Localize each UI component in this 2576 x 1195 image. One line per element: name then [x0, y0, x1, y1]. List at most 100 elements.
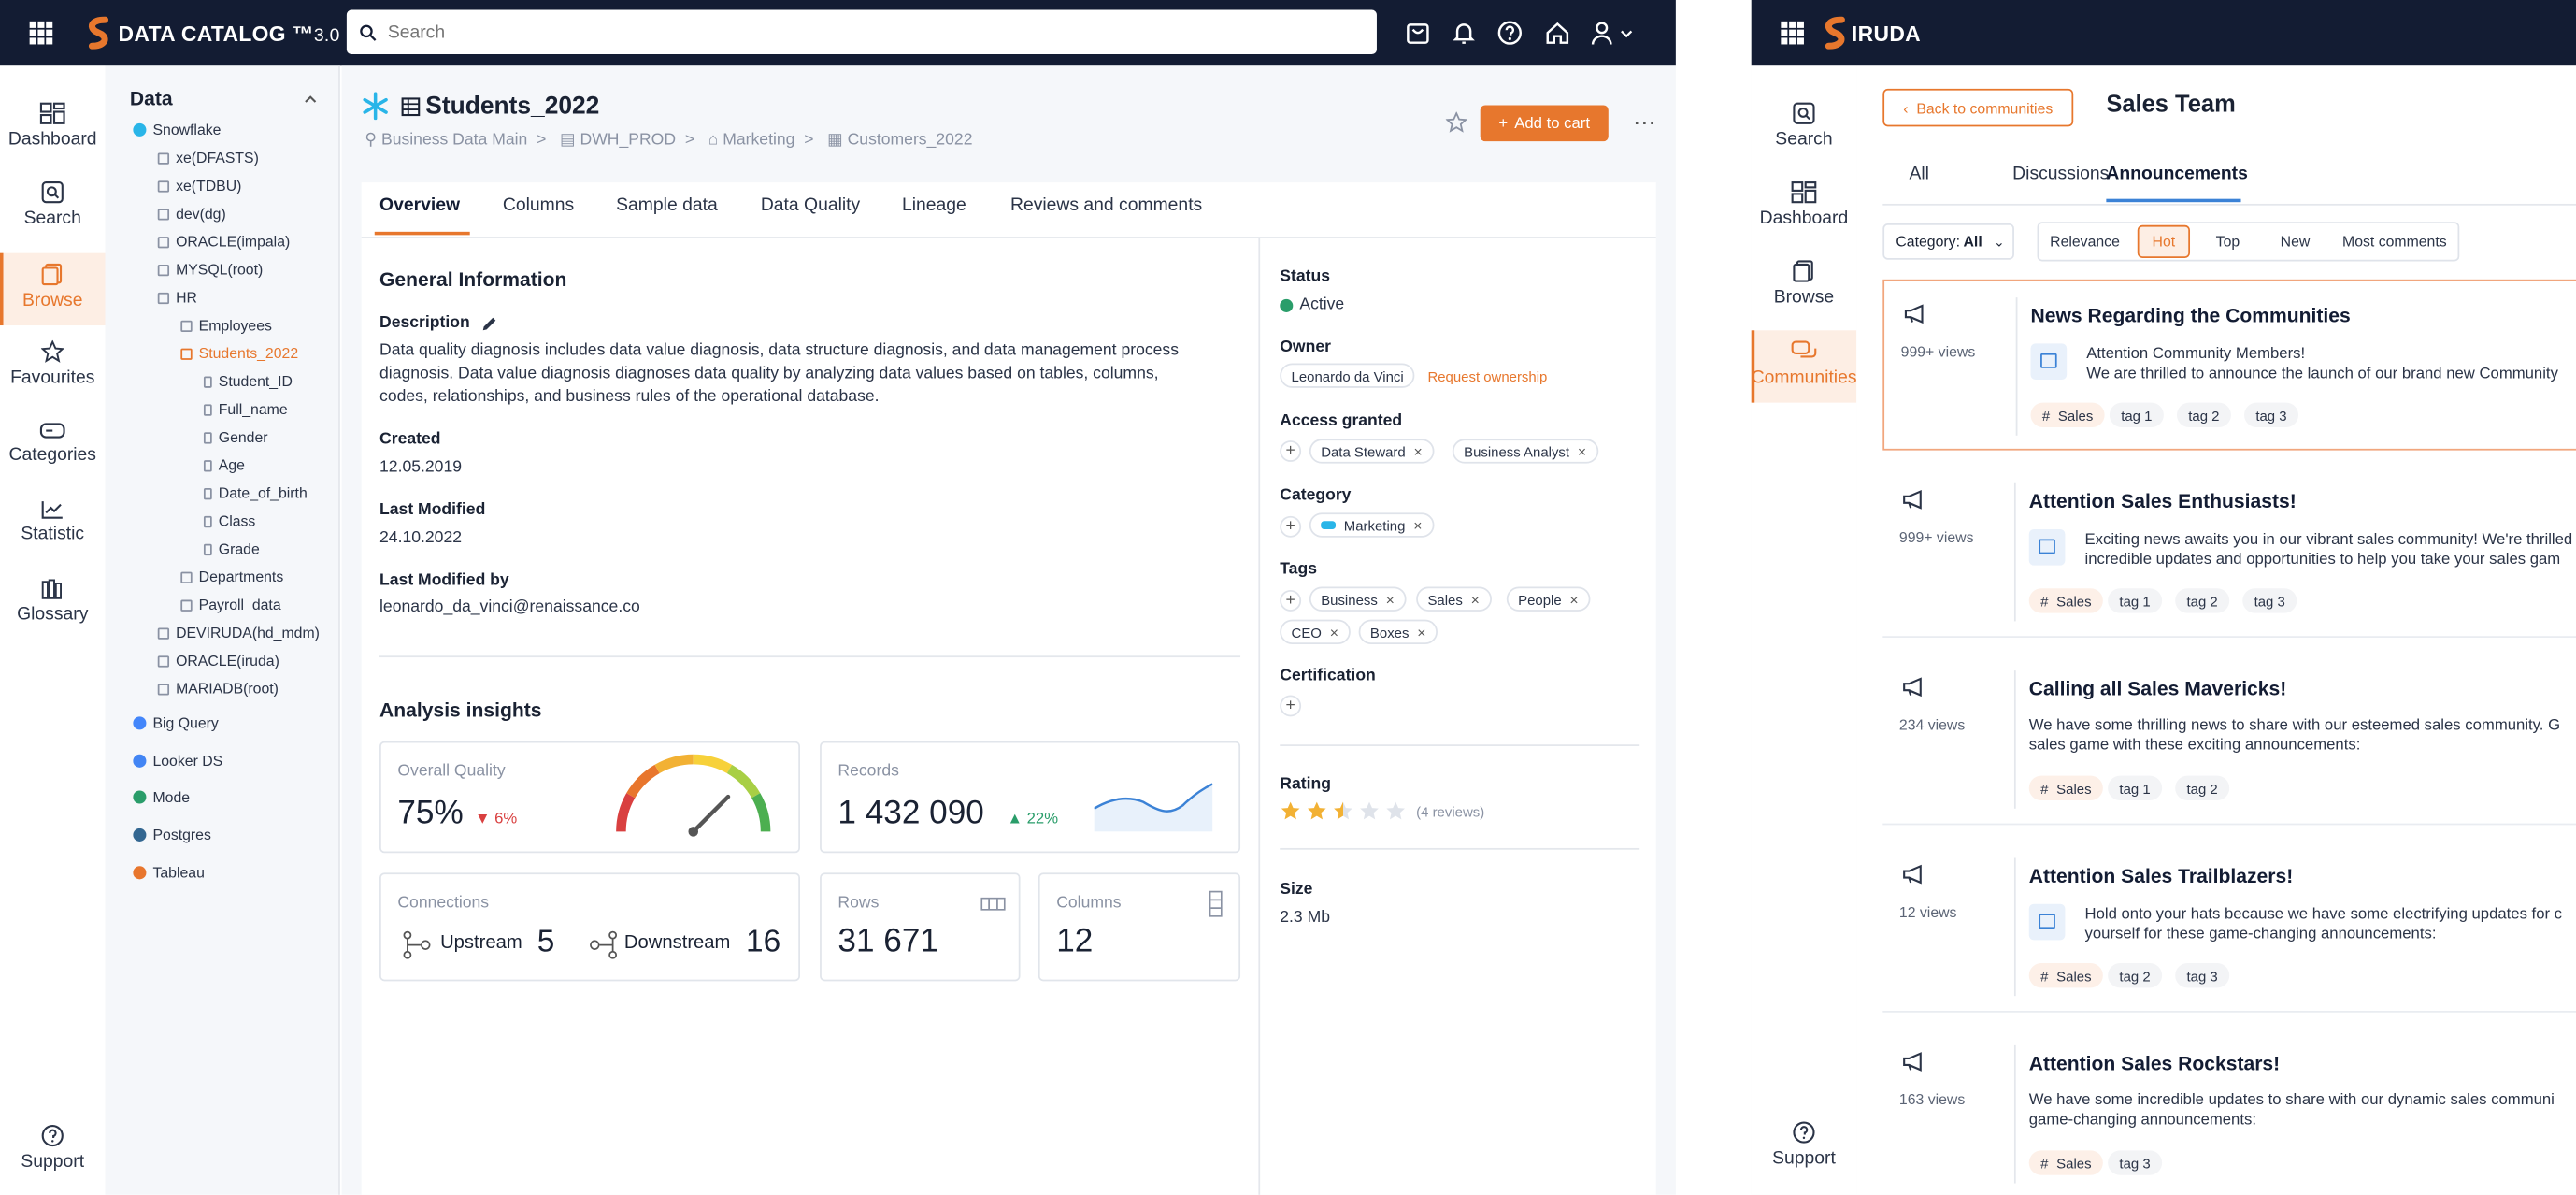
- tree-item[interactable]: Snowflake: [133, 122, 221, 138]
- sort-most-comments[interactable]: Most comments: [2342, 233, 2447, 251]
- tab-all[interactable]: All: [1909, 164, 1929, 184]
- bell-icon[interactable]: [1451, 20, 1477, 46]
- sort-top[interactable]: Top: [2215, 233, 2240, 251]
- tree-item[interactable]: MARIADB(root): [157, 681, 279, 697]
- post-tag[interactable]: # Sales: [2030, 402, 2105, 428]
- tree-item[interactable]: Age: [203, 457, 245, 473]
- tree-item[interactable]: Big Query: [133, 715, 219, 731]
- owner-chip[interactable]: Leonardo da Vinci: [1280, 363, 1416, 388]
- tree-item[interactable]: Full_name: [203, 401, 288, 417]
- search-input[interactable]: [387, 22, 1309, 42]
- rail-search[interactable]: Search: [0, 180, 105, 252]
- post-tag[interactable]: tag 3: [2242, 588, 2297, 613]
- sort-relevance[interactable]: Relevance: [2050, 233, 2120, 251]
- add-tag-button[interactable]: +: [1280, 590, 1302, 612]
- post-tag[interactable]: tag 3: [2108, 1150, 2162, 1175]
- star-icon[interactable]: [1332, 800, 1353, 822]
- category-chip[interactable]: Marketing ×: [1309, 512, 1434, 538]
- rating-stars[interactable]: [1280, 800, 1406, 822]
- add-access-button[interactable]: +: [1280, 440, 1302, 462]
- rail-support[interactable]: Support: [1752, 1121, 1856, 1187]
- announcement-card[interactable]: 12 views Attention Sales Trailblazers! Hol…: [1882, 841, 2576, 1013]
- breadcrumb-item[interactable]: ⚲ Business Data Main: [365, 131, 528, 150]
- tree-item[interactable]: Payroll_data: [180, 597, 281, 613]
- add-to-cart-button[interactable]: + Add to cart: [1480, 105, 1609, 142]
- tab-reviews[interactable]: Reviews and comments: [1009, 195, 1203, 216]
- add-certification-button[interactable]: +: [1280, 695, 1302, 717]
- post-tag[interactable]: # Sales: [2028, 1150, 2103, 1175]
- rail-search[interactable]: Search: [1752, 102, 1856, 174]
- post-tag[interactable]: tag 2: [2175, 775, 2230, 800]
- tree-item[interactable]: Gender: [203, 429, 268, 445]
- tab-lineage[interactable]: Lineage: [901, 195, 966, 216]
- tab-announcements[interactable]: Announcements: [2106, 164, 2248, 184]
- tree-item[interactable]: Mode: [133, 789, 190, 806]
- post-tag[interactable]: # Sales: [2028, 775, 2103, 800]
- tree-item[interactable]: Departments: [180, 569, 283, 585]
- post-tag[interactable]: # Sales: [2028, 963, 2103, 988]
- rail-browse[interactable]: Browse: [0, 252, 106, 326]
- tag-chip[interactable]: Business ×: [1309, 586, 1407, 612]
- tree-item[interactable]: DEVIRUDA(hd_mdm): [157, 625, 320, 641]
- tree-item[interactable]: ORACLE(iruda): [157, 653, 279, 669]
- tree-item[interactable]: xe(DFASTS): [157, 150, 259, 166]
- remove-icon[interactable]: ×: [1385, 590, 1395, 608]
- add-category-button[interactable]: +: [1280, 515, 1302, 538]
- sort-new[interactable]: New: [2280, 233, 2311, 251]
- breadcrumb-item[interactable]: ⌂ Marketing: [708, 131, 795, 150]
- announcement-card[interactable]: 999+ views Attention Sales Enthusiasts! Ex…: [1882, 467, 2576, 638]
- tab-sample-data[interactable]: Sample data: [616, 195, 718, 216]
- tree-item[interactable]: Student_ID: [203, 373, 293, 390]
- apps-grid-icon[interactable]: [29, 21, 53, 45]
- rail-browse[interactable]: Browse: [1752, 260, 1856, 332]
- sort-hot[interactable]: Hot: [2137, 224, 2191, 258]
- more-icon[interactable]: ⋯: [1633, 108, 1658, 136]
- edit-icon[interactable]: [481, 315, 498, 332]
- cart-icon[interactable]: [1405, 20, 1431, 46]
- rail-support[interactable]: Support: [0, 1124, 105, 1189]
- home-icon[interactable]: [1544, 20, 1570, 46]
- request-ownership-link[interactable]: Request ownership: [1427, 367, 1548, 385]
- back-button[interactable]: ‹ Back to communities: [1882, 88, 2074, 127]
- tree-item[interactable]: Grade: [203, 540, 260, 557]
- tab-columns[interactable]: Columns: [502, 195, 575, 216]
- star-icon[interactable]: [1385, 800, 1407, 822]
- post-tag[interactable]: tag 1: [2109, 402, 2164, 428]
- rail-categories[interactable]: Categories: [0, 421, 105, 493]
- tree-item[interactable]: Postgres: [133, 827, 211, 843]
- tree-item[interactable]: MYSQL(root): [157, 261, 263, 278]
- tree-item[interactable]: Students_2022: [180, 345, 298, 362]
- tree-item[interactable]: Class: [203, 512, 255, 529]
- tag-chip[interactable]: People ×: [1506, 586, 1590, 612]
- tag-chip[interactable]: Sales ×: [1416, 586, 1492, 612]
- tree-item[interactable]: Employees: [180, 317, 272, 334]
- star-icon[interactable]: [1306, 800, 1327, 822]
- star-icon[interactable]: [1280, 800, 1301, 822]
- tree-item[interactable]: Looker DS: [133, 752, 222, 769]
- star-icon[interactable]: [1445, 111, 1467, 134]
- rail-statistic[interactable]: Statistic: [0, 499, 105, 571]
- tag-chip[interactable]: Boxes ×: [1358, 619, 1438, 645]
- tree-item[interactable]: Date_of_birth: [203, 485, 308, 501]
- post-tag[interactable]: tag 3: [2175, 963, 2230, 988]
- remove-icon[interactable]: ×: [1413, 442, 1423, 460]
- remove-icon[interactable]: ×: [1329, 624, 1338, 641]
- remove-icon[interactable]: ×: [1569, 590, 1579, 608]
- tree-item[interactable]: xe(TDBU): [157, 178, 241, 194]
- reviews-count[interactable]: (4 reviews): [1416, 803, 1485, 821]
- post-tag[interactable]: tag 2: [2175, 588, 2230, 613]
- announcement-card[interactable]: 999+ views News Regarding the Communities…: [1882, 279, 2576, 451]
- rail-favourites[interactable]: Favourites: [0, 339, 105, 412]
- post-tag[interactable]: tag 2: [2176, 402, 2231, 428]
- post-tag[interactable]: tag 1: [2108, 588, 2162, 613]
- post-title[interactable]: Attention Sales Trailblazers!: [2028, 864, 2294, 888]
- announcement-card[interactable]: 234 views Calling all Sales Mavericks! We …: [1882, 654, 2576, 826]
- star-icon[interactable]: [1359, 800, 1381, 822]
- post-tag[interactable]: tag 1: [2108, 775, 2162, 800]
- breadcrumb-item[interactable]: ▦ Customers_2022: [827, 131, 973, 150]
- post-title[interactable]: Attention Sales Rockstars!: [2028, 1051, 2281, 1075]
- tree-item[interactable]: dev(dg): [157, 206, 226, 222]
- post-title[interactable]: News Regarding the Communities: [2030, 304, 2351, 327]
- access-chip[interactable]: Data Steward ×: [1309, 439, 1435, 464]
- category-filter[interactable]: Category: All ⌄: [1882, 223, 2014, 260]
